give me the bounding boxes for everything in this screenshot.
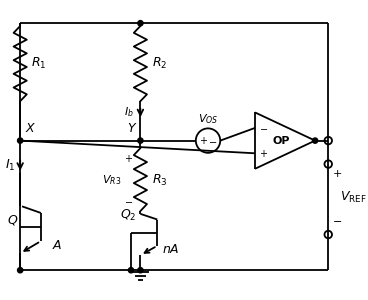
Text: $I_b$: $I_b$ xyxy=(124,106,134,119)
Text: $I_1$: $I_1$ xyxy=(5,158,15,172)
Text: $R_3$: $R_3$ xyxy=(152,172,167,188)
Circle shape xyxy=(138,268,143,273)
Text: $X$: $X$ xyxy=(25,122,36,135)
Text: OP: OP xyxy=(273,136,290,146)
Text: $R_1$: $R_1$ xyxy=(31,56,47,71)
Text: $-$: $-$ xyxy=(259,123,268,133)
Circle shape xyxy=(18,268,23,273)
Text: $+$: $+$ xyxy=(259,148,268,159)
Text: $Q$: $Q$ xyxy=(7,212,18,226)
Text: $V_{R3}$: $V_{R3}$ xyxy=(102,173,121,187)
Text: $R_2$: $R_2$ xyxy=(152,56,167,71)
Text: $Q_2$: $Q_2$ xyxy=(120,208,137,223)
Circle shape xyxy=(138,138,143,143)
Circle shape xyxy=(128,268,134,273)
Text: $V_{\rm REF}$: $V_{\rm REF}$ xyxy=(340,189,366,205)
Text: $+$: $+$ xyxy=(332,168,342,179)
Text: $Y$: $Y$ xyxy=(127,122,138,135)
Circle shape xyxy=(138,21,143,26)
Circle shape xyxy=(312,138,318,143)
Text: $+$: $+$ xyxy=(199,135,208,146)
Text: $A$: $A$ xyxy=(52,239,63,252)
Circle shape xyxy=(18,138,23,143)
Text: $-$: $-$ xyxy=(332,215,342,225)
Text: $-$: $-$ xyxy=(208,136,217,146)
Text: $-$: $-$ xyxy=(124,196,133,206)
Text: $nA$: $nA$ xyxy=(162,243,180,256)
Text: $+$: $+$ xyxy=(124,153,133,164)
Text: $V_{OS}$: $V_{OS}$ xyxy=(198,112,218,126)
